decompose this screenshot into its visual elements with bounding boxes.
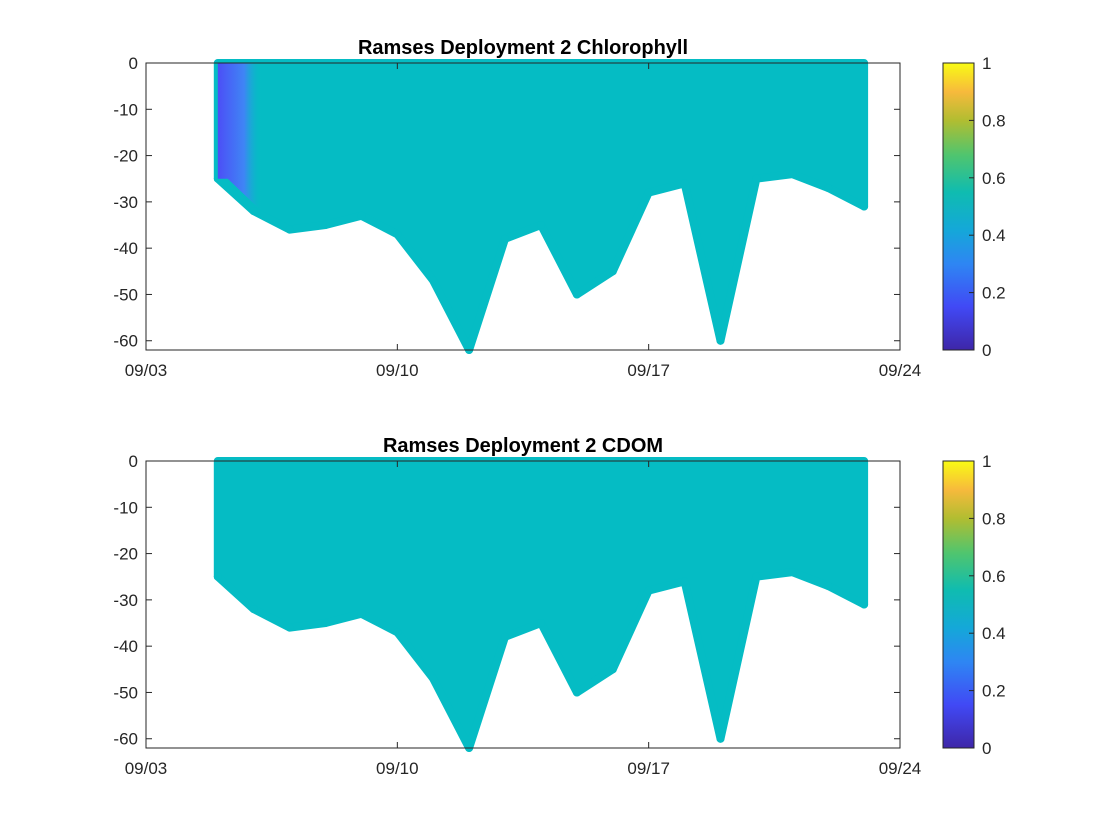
colorbar-tick-label: 0.2 [982, 682, 1006, 701]
data-point [572, 688, 581, 697]
colorbar: 0 0.2 0.4 0.6 0.8 1 [942, 452, 1006, 758]
data-point [752, 572, 761, 581]
data-point [860, 202, 869, 211]
colorbar-tick-label: 0.4 [982, 624, 1006, 643]
data-point [429, 276, 438, 285]
y-tick-label: -40 [113, 637, 138, 656]
y-tick-label: -20 [113, 545, 138, 564]
y-axis: 0 -10 -20 -30 -40 -50 -60 [113, 452, 900, 749]
profile-envelope [213, 457, 869, 752]
y-tick-label: 0 [129, 54, 138, 73]
colorbar-tick-label: 0.6 [982, 567, 1006, 586]
data-point [608, 665, 617, 674]
x-tick-label: 09/10 [376, 361, 419, 380]
y-tick-label: -10 [113, 100, 138, 119]
colorbar-scale [942, 62, 975, 351]
colorbar-tick-label: 0 [982, 341, 991, 360]
colorbar-tick-label: 0.8 [982, 509, 1006, 528]
data-point [824, 582, 833, 590]
data-point [716, 336, 725, 345]
x-tick-label: 09/24 [879, 361, 922, 380]
x-tick-label: 09/17 [627, 759, 670, 778]
x-tick-label: 09/10 [376, 759, 419, 778]
y-tick-label: -20 [113, 147, 138, 166]
data-point [572, 290, 581, 299]
data-point [429, 674, 438, 683]
data-point [393, 230, 402, 239]
y-tick-label: -10 [113, 498, 138, 517]
y-tick-label: -30 [113, 591, 138, 610]
data-point [393, 628, 402, 637]
data-point [249, 207, 258, 216]
chart-title: Ramses Deployment 2 Chlorophyll [358, 37, 688, 59]
data-point [357, 211, 366, 220]
colorbar-tick-label: 1 [982, 452, 991, 471]
data-point [321, 221, 330, 229]
x-tick-label: 09/03 [125, 759, 168, 778]
x-axis: 09/03 09/10 09/17 09/24 [125, 63, 922, 380]
data-point [680, 577, 689, 586]
data-point [537, 619, 545, 627]
y-tick-label: -50 [113, 683, 138, 702]
y-tick-label: -40 [113, 239, 138, 258]
data-point [860, 600, 869, 609]
data-point [788, 170, 797, 179]
colorbar: 0 0.2 0.4 0.6 0.8 1 [942, 54, 1006, 360]
axes-box [145, 460, 901, 749]
data-point [501, 234, 509, 243]
data-point [680, 179, 689, 188]
plot-data [213, 59, 869, 354]
data-point [213, 572, 222, 581]
colorbar-scale [942, 460, 975, 749]
colorbar-tick-label: 1 [982, 54, 991, 73]
data-point [788, 568, 797, 577]
data-point [249, 605, 258, 614]
y-tick-label: 0 [129, 452, 138, 471]
data-point [644, 188, 653, 197]
axes-box [145, 62, 901, 351]
x-tick-label: 09/17 [627, 361, 670, 380]
profile-envelope [213, 59, 869, 354]
colorbar-tick-label: 0.8 [982, 111, 1006, 130]
x-tick-label: 09/24 [879, 759, 922, 778]
chart-title: Ramses Deployment 2 CDOM [383, 435, 663, 457]
x-axis: 09/03 09/10 09/17 09/24 [125, 461, 922, 778]
y-tick-label: -50 [113, 285, 138, 304]
data-point [824, 184, 833, 192]
data-point [321, 619, 330, 627]
y-axis: 0 -10 -20 -30 -40 -50 -60 [113, 54, 900, 351]
colorbar-tick-label: 0.2 [982, 284, 1006, 303]
data-point [537, 221, 545, 229]
data-point [285, 623, 294, 632]
data-point [357, 609, 366, 618]
y-tick-label: -60 [113, 730, 138, 749]
y-tick-label: -30 [113, 193, 138, 212]
colorbar-tick-label: 0.6 [982, 169, 1006, 188]
data-point [644, 586, 653, 595]
data-point [752, 174, 761, 183]
low-value-profiles [217, 63, 262, 212]
plot-data [213, 457, 869, 752]
chart-panel-chlorophyll: Ramses Deployment 2 Chlorophyll 0 -10 -20 -… [113, 37, 1005, 380]
data-point [285, 225, 294, 234]
colorbar-tick-label: 0 [982, 739, 991, 758]
x-tick-label: 09/03 [125, 361, 168, 380]
chart-panel-cdom: Ramses Deployment 2 CDOM 0 -10 -20 -30 -40 -5… [113, 435, 1005, 778]
data-point [716, 734, 725, 743]
data-point [608, 267, 617, 276]
y-tick-label: -60 [113, 332, 138, 351]
colorbar-tick-label: 0.4 [982, 226, 1006, 245]
data-point [501, 632, 509, 641]
